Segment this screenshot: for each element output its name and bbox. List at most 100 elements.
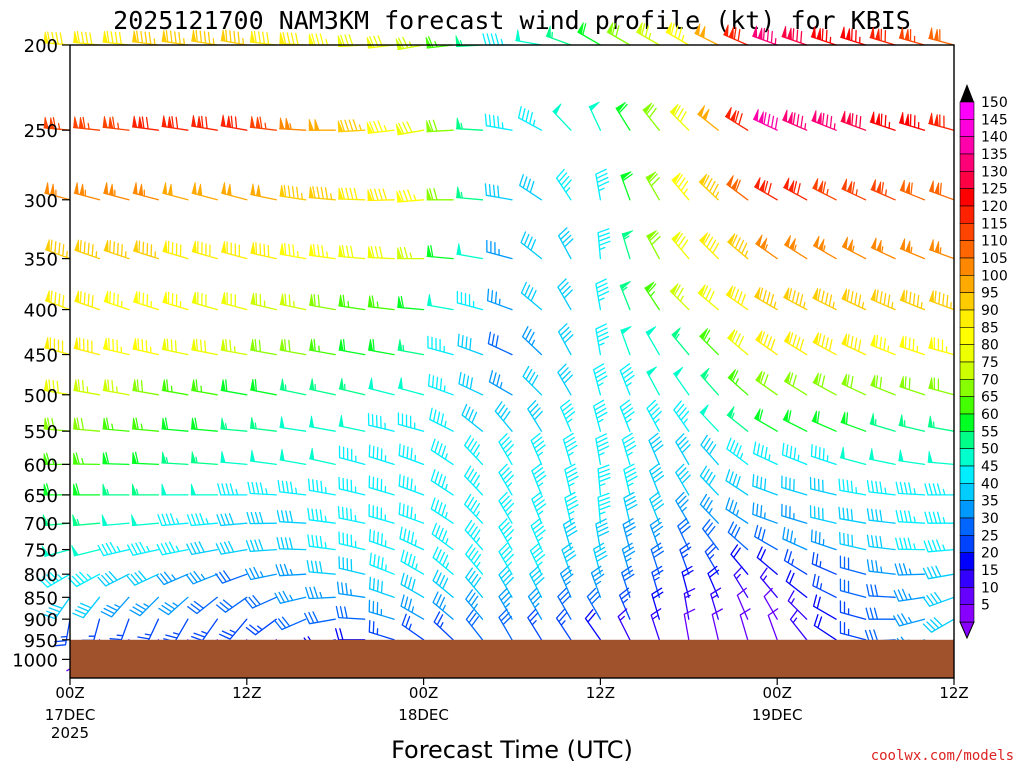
- wind-barb: [841, 333, 867, 356]
- wind-barb: [274, 616, 307, 631]
- wind-barb: [527, 587, 543, 620]
- wind-barb: [308, 119, 336, 131]
- wind-barb: [699, 493, 719, 524]
- wind-barb: [338, 556, 366, 575]
- wind-barb: [588, 101, 602, 131]
- wind-barb: [426, 244, 454, 260]
- wind-barb: [126, 570, 160, 586]
- wind-barb: [187, 596, 218, 615]
- colorbar-label: 40: [981, 476, 999, 492]
- wind-barb: [725, 285, 749, 311]
- colorbar-swatch: [959, 240, 975, 259]
- wind-barb: [839, 446, 867, 466]
- wind-barb: [520, 281, 543, 311]
- wind-barb: [782, 409, 808, 432]
- colorbar-swatch: [959, 101, 975, 120]
- wind-barb: [699, 404, 719, 432]
- wind-barb: [455, 117, 484, 131]
- colorbar-swatch: [959, 517, 975, 536]
- wind-barb: [498, 491, 514, 524]
- wind-barb: [870, 334, 896, 356]
- wind-barb: [699, 465, 719, 496]
- wind-barb: [783, 548, 808, 575]
- colorbar-swatch: [959, 379, 975, 397]
- colorbar-label: 140: [981, 130, 1008, 146]
- colorbar-bottom-arrow: [959, 621, 975, 640]
- wind-barb: [366, 120, 395, 134]
- wind-barb: [72, 596, 101, 619]
- wind-barb: [810, 529, 837, 551]
- wind-barb: [72, 417, 101, 432]
- wind-barb: [249, 30, 277, 46]
- wind-barb: [898, 27, 926, 46]
- wind-barb: [782, 109, 808, 131]
- colorbar-swatch: [959, 153, 975, 172]
- wind-barb: [191, 182, 218, 201]
- wind-barb: [555, 168, 572, 201]
- wind-barb: [697, 284, 719, 311]
- wind-barb: [557, 587, 572, 620]
- wind-barb: [72, 452, 101, 466]
- wind-barb: [694, 23, 719, 46]
- wind-barb: [464, 493, 484, 524]
- colorbar-swatch: [959, 136, 975, 155]
- wind-barb: [781, 503, 808, 524]
- wind-barb: [455, 186, 484, 201]
- wind-barb: [396, 246, 425, 260]
- wind-barb: [840, 110, 867, 131]
- wind-barb: [812, 372, 837, 396]
- wind-barb: [812, 287, 837, 311]
- wind-barb: [927, 415, 955, 432]
- wind-barb: [838, 478, 867, 496]
- wind-barb: [103, 182, 130, 201]
- wind-barb: [456, 290, 484, 311]
- wind-barb: [617, 608, 631, 641]
- wind-barb: [870, 237, 896, 260]
- wind-barb: [922, 617, 955, 633]
- wind-barb: [161, 451, 189, 466]
- wind-barb: [498, 542, 514, 575]
- colorbar-label: 95: [981, 286, 999, 302]
- wind-barb: [498, 587, 513, 620]
- wind-barb: [338, 378, 366, 396]
- wind-barb: [307, 507, 336, 524]
- wind-barb: [426, 294, 454, 311]
- wind-barb: [220, 417, 248, 432]
- wind-barb: [250, 183, 277, 201]
- wind-barb: [250, 242, 277, 260]
- wind-barb: [250, 292, 277, 311]
- colorbar-label: 5: [981, 598, 990, 614]
- wind-barb: [679, 542, 692, 575]
- wind-barb: [482, 33, 513, 46]
- wind-barb: [308, 294, 336, 311]
- wind-barb: [398, 502, 425, 524]
- wind-barb: [520, 231, 543, 260]
- wind-barb: [866, 508, 896, 524]
- wind-barb: [529, 565, 545, 598]
- wind-barb: [102, 30, 130, 46]
- wind-barb: [597, 464, 611, 496]
- colorbar-swatch: [959, 327, 975, 345]
- wind-barb: [866, 479, 896, 496]
- wind-barb: [400, 572, 425, 598]
- wind-barb: [895, 537, 926, 551]
- wind-barb: [531, 491, 547, 524]
- wind-barb: [928, 337, 955, 356]
- credit-text: coolwx.com/models: [871, 748, 1014, 764]
- wind-barb: [812, 235, 837, 260]
- wind-barb: [675, 491, 690, 524]
- wind-barb: [73, 379, 101, 396]
- wind-barb: [593, 399, 608, 432]
- wind-barb: [247, 481, 277, 496]
- wind-barb: [249, 417, 277, 432]
- colorbar-swatch: [959, 604, 975, 623]
- colorbar-swatch: [959, 465, 975, 484]
- wind-barb: [337, 34, 366, 48]
- wind-barb: [725, 469, 749, 496]
- wind-barb: [338, 187, 366, 201]
- wind-barb: [755, 370, 778, 396]
- wind-barb: [306, 560, 336, 575]
- wind-barb: [621, 542, 636, 575]
- x-date-label: 17DEC: [45, 706, 96, 724]
